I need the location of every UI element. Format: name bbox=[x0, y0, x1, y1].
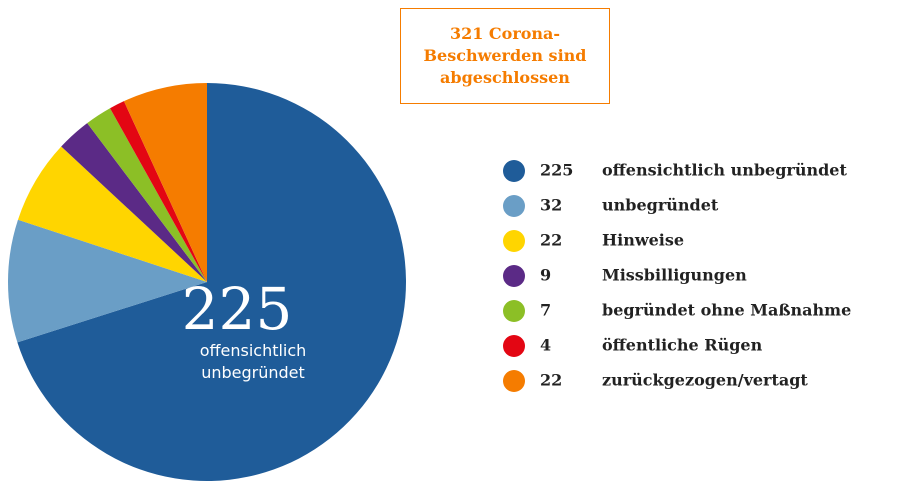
legend-label: offensichtlich unbegründet bbox=[602, 161, 847, 180]
legend-label: zurückgezogen/vertagt bbox=[602, 371, 808, 390]
legend-label: Hinweise bbox=[602, 231, 684, 250]
legend-value: 32 bbox=[540, 196, 562, 215]
legend-label: öffentliche Rügen bbox=[602, 336, 763, 355]
legend-value: 9 bbox=[540, 266, 551, 285]
legend-marker bbox=[503, 300, 525, 322]
pie-slice bbox=[17, 83, 406, 481]
pie-slice bbox=[17, 146, 208, 282]
center-value: 225 bbox=[181, 275, 293, 343]
legend-label: begründet ohne Maßnahme bbox=[602, 301, 851, 320]
legend-marker bbox=[503, 160, 525, 182]
legend-value: 7 bbox=[540, 301, 551, 320]
legend-label: unbegründet bbox=[602, 196, 719, 215]
legend-marker bbox=[503, 195, 525, 217]
legend-marker bbox=[503, 335, 525, 357]
legend-value: 22 bbox=[540, 371, 562, 390]
legend-marker bbox=[503, 370, 525, 392]
chart-title: 321 Corona-Beschwerden sind abgeschlosse… bbox=[400, 8, 610, 104]
legend-value: 22 bbox=[540, 231, 562, 250]
pie-slice bbox=[110, 101, 207, 282]
legend-marker bbox=[503, 230, 525, 252]
legend-value: 225 bbox=[540, 161, 573, 180]
legend-value: 4 bbox=[540, 336, 551, 355]
center-label: offensichtlich unbegründet bbox=[199, 341, 307, 382]
legend-marker bbox=[503, 265, 525, 287]
legend-label: Missbilligungen bbox=[602, 266, 747, 285]
pie-slice bbox=[87, 108, 207, 282]
pie-slice bbox=[123, 83, 207, 282]
pie-slice bbox=[61, 123, 208, 283]
pie-slice bbox=[8, 219, 208, 343]
